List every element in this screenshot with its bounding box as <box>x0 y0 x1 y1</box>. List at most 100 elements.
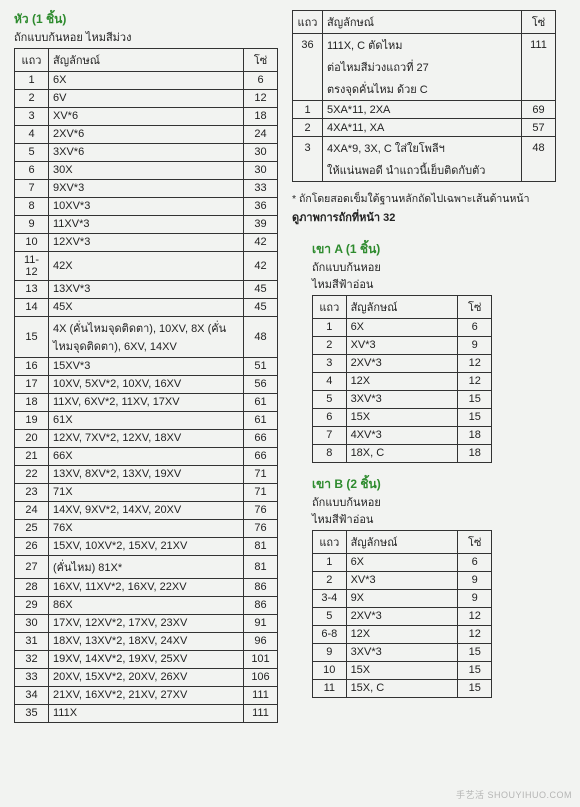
table-row: 154X (คั่นไหมจุดติดตา), 10XV, 8X (คั่นไห… <box>15 316 278 357</box>
cell-chain: 96 <box>244 632 278 650</box>
table-row: 818X, C18 <box>313 444 492 462</box>
cell-row: 3 <box>15 107 49 125</box>
cell-row: 5 <box>313 390 347 408</box>
cell-symbol: (คั่นไหม) 81X* <box>49 555 244 578</box>
cell-row: 6 <box>313 408 347 426</box>
table-row: 3320XV, 15XV*2, 20XV, 26XV106 <box>15 668 278 686</box>
cell-chain: 12 <box>458 372 492 390</box>
th-row: แถว <box>293 11 323 34</box>
head-title: หัว (1 ชิ้น) <box>14 10 278 29</box>
cell-symbol: 16XV, 11XV*2, 16XV, 22XV <box>49 578 244 596</box>
table-row: 810XV*336 <box>15 197 278 215</box>
cell-symbol: 4XV*3 <box>346 426 458 444</box>
th-symbol: สัญลักษณ์ <box>346 295 458 318</box>
cell-symbol: 3XV*3 <box>346 390 458 408</box>
table-row: 74XV*318 <box>313 426 492 444</box>
cell: 57 <box>522 119 556 137</box>
cell-symbol: 2XV*3 <box>346 607 458 625</box>
cell-symbol: 15XV, 10XV*2, 15XV, 21XV <box>49 537 244 555</box>
cell-chain: 36 <box>244 197 278 215</box>
cell: ตรงจุดคั่นไหม ด้วย C <box>323 78 522 101</box>
table-row: ต่อไหมสีม่วงแถวที่ 27 <box>293 56 556 78</box>
cell-row: 19 <box>15 411 49 429</box>
th-symbol: สัญลักษณ์ <box>323 11 522 34</box>
cell-chain: 42 <box>244 251 278 280</box>
cell-chain: 76 <box>244 519 278 537</box>
head-sub: ถักแบบก้นหอย ไหมสีม่วง <box>14 31 278 46</box>
table-row: 32XV*312 <box>313 354 492 372</box>
table-row: 3-49X9 <box>313 589 492 607</box>
th-row: แถว <box>15 48 49 71</box>
table-row: 27(คั่นไหม) 81X*81 <box>15 555 278 578</box>
table-row: 630X30 <box>15 161 278 179</box>
cell-row: 27 <box>15 555 49 578</box>
cell-row: 25 <box>15 519 49 537</box>
cell-chain: 51 <box>244 357 278 375</box>
cell-chain: 76 <box>244 501 278 519</box>
cell-symbol: 6X <box>49 71 244 89</box>
cell-symbol: 15X, C <box>346 679 458 697</box>
cell-row: 14 <box>15 298 49 316</box>
table-row: 2816XV, 11XV*2, 16XV, 22XV86 <box>15 578 278 596</box>
cell <box>293 56 323 78</box>
cell-row: 6-8 <box>313 625 347 643</box>
legA-sub2: ไหมสีฟ้าอ่อน <box>312 278 556 293</box>
cell-symbol: 15X <box>346 408 458 426</box>
cell-chain: 9 <box>458 571 492 589</box>
cell-chain: 86 <box>244 578 278 596</box>
cell-symbol: 61X <box>49 411 244 429</box>
th-row: แถว <box>313 530 347 553</box>
cell-row: 3 <box>313 354 347 372</box>
cell-row: 8 <box>15 197 49 215</box>
table-row: 35111X111 <box>15 704 278 722</box>
th-chain: โซ่ <box>522 11 556 34</box>
cell-symbol: 21XV, 16XV*2, 21XV, 27XV <box>49 686 244 704</box>
cell-chain: 66 <box>244 429 278 447</box>
cell <box>522 56 556 78</box>
table-row: 2615XV, 10XV*2, 15XV, 21XV81 <box>15 537 278 555</box>
cell-chain: 9 <box>458 336 492 354</box>
table-row: 2576X76 <box>15 519 278 537</box>
cell-symbol: 6V <box>49 89 244 107</box>
cell-chain: 71 <box>244 465 278 483</box>
cell-symbol: 111X <box>49 704 244 722</box>
cell-chain: 56 <box>244 375 278 393</box>
cell-chain: 18 <box>458 426 492 444</box>
table-row: 1313XV*345 <box>15 280 278 298</box>
cell-symbol: 18XV, 13XV*2, 18XV, 24XV <box>49 632 244 650</box>
cell: 111 <box>522 34 556 57</box>
topright-table: แถว สัญลักษณ์ โซ่ 36111X, C ตัดไหม111ต่อ… <box>292 10 556 182</box>
cell-symbol: 13XV, 8XV*2, 13XV, 19XV <box>49 465 244 483</box>
cell-symbol: 12XV*3 <box>49 233 244 251</box>
cell-chain: 66 <box>244 447 278 465</box>
cell-symbol: 3XV*6 <box>49 143 244 161</box>
legB-sub1: ถักแบบก้นหอย <box>312 496 556 511</box>
th-chain: โซ่ <box>458 530 492 553</box>
cell-row: 20 <box>15 429 49 447</box>
cell-row: 3-4 <box>313 589 347 607</box>
th-symbol: สัญลักษณ์ <box>49 48 244 71</box>
cell-symbol: 86X <box>49 596 244 614</box>
cell-chain: 39 <box>244 215 278 233</box>
cell-row: 18 <box>15 393 49 411</box>
cell-symbol: XV*3 <box>346 336 458 354</box>
cell-row: 6 <box>15 161 49 179</box>
table-row: 53XV*315 <box>313 390 492 408</box>
cell-chain: 6 <box>244 71 278 89</box>
cell-row: 15 <box>15 316 49 357</box>
cell-row: 35 <box>15 704 49 722</box>
cell-chain: 15 <box>458 408 492 426</box>
cell-chain: 30 <box>244 143 278 161</box>
cell-chain: 6 <box>458 553 492 571</box>
cell-chain: 101 <box>244 650 278 668</box>
cell-row: 2 <box>313 571 347 589</box>
cell-symbol: 42X <box>49 251 244 280</box>
cell-symbol: 2XV*3 <box>346 354 458 372</box>
cell-symbol: 71X <box>49 483 244 501</box>
cell-chain: 6 <box>458 318 492 336</box>
cell-symbol: 10XV, 5XV*2, 10XV, 16XV <box>49 375 244 393</box>
cell-chain: 111 <box>244 704 278 722</box>
cell-row: 9 <box>313 643 347 661</box>
cell-symbol: 3XV*3 <box>346 643 458 661</box>
cell-symbol: 45X <box>49 298 244 316</box>
